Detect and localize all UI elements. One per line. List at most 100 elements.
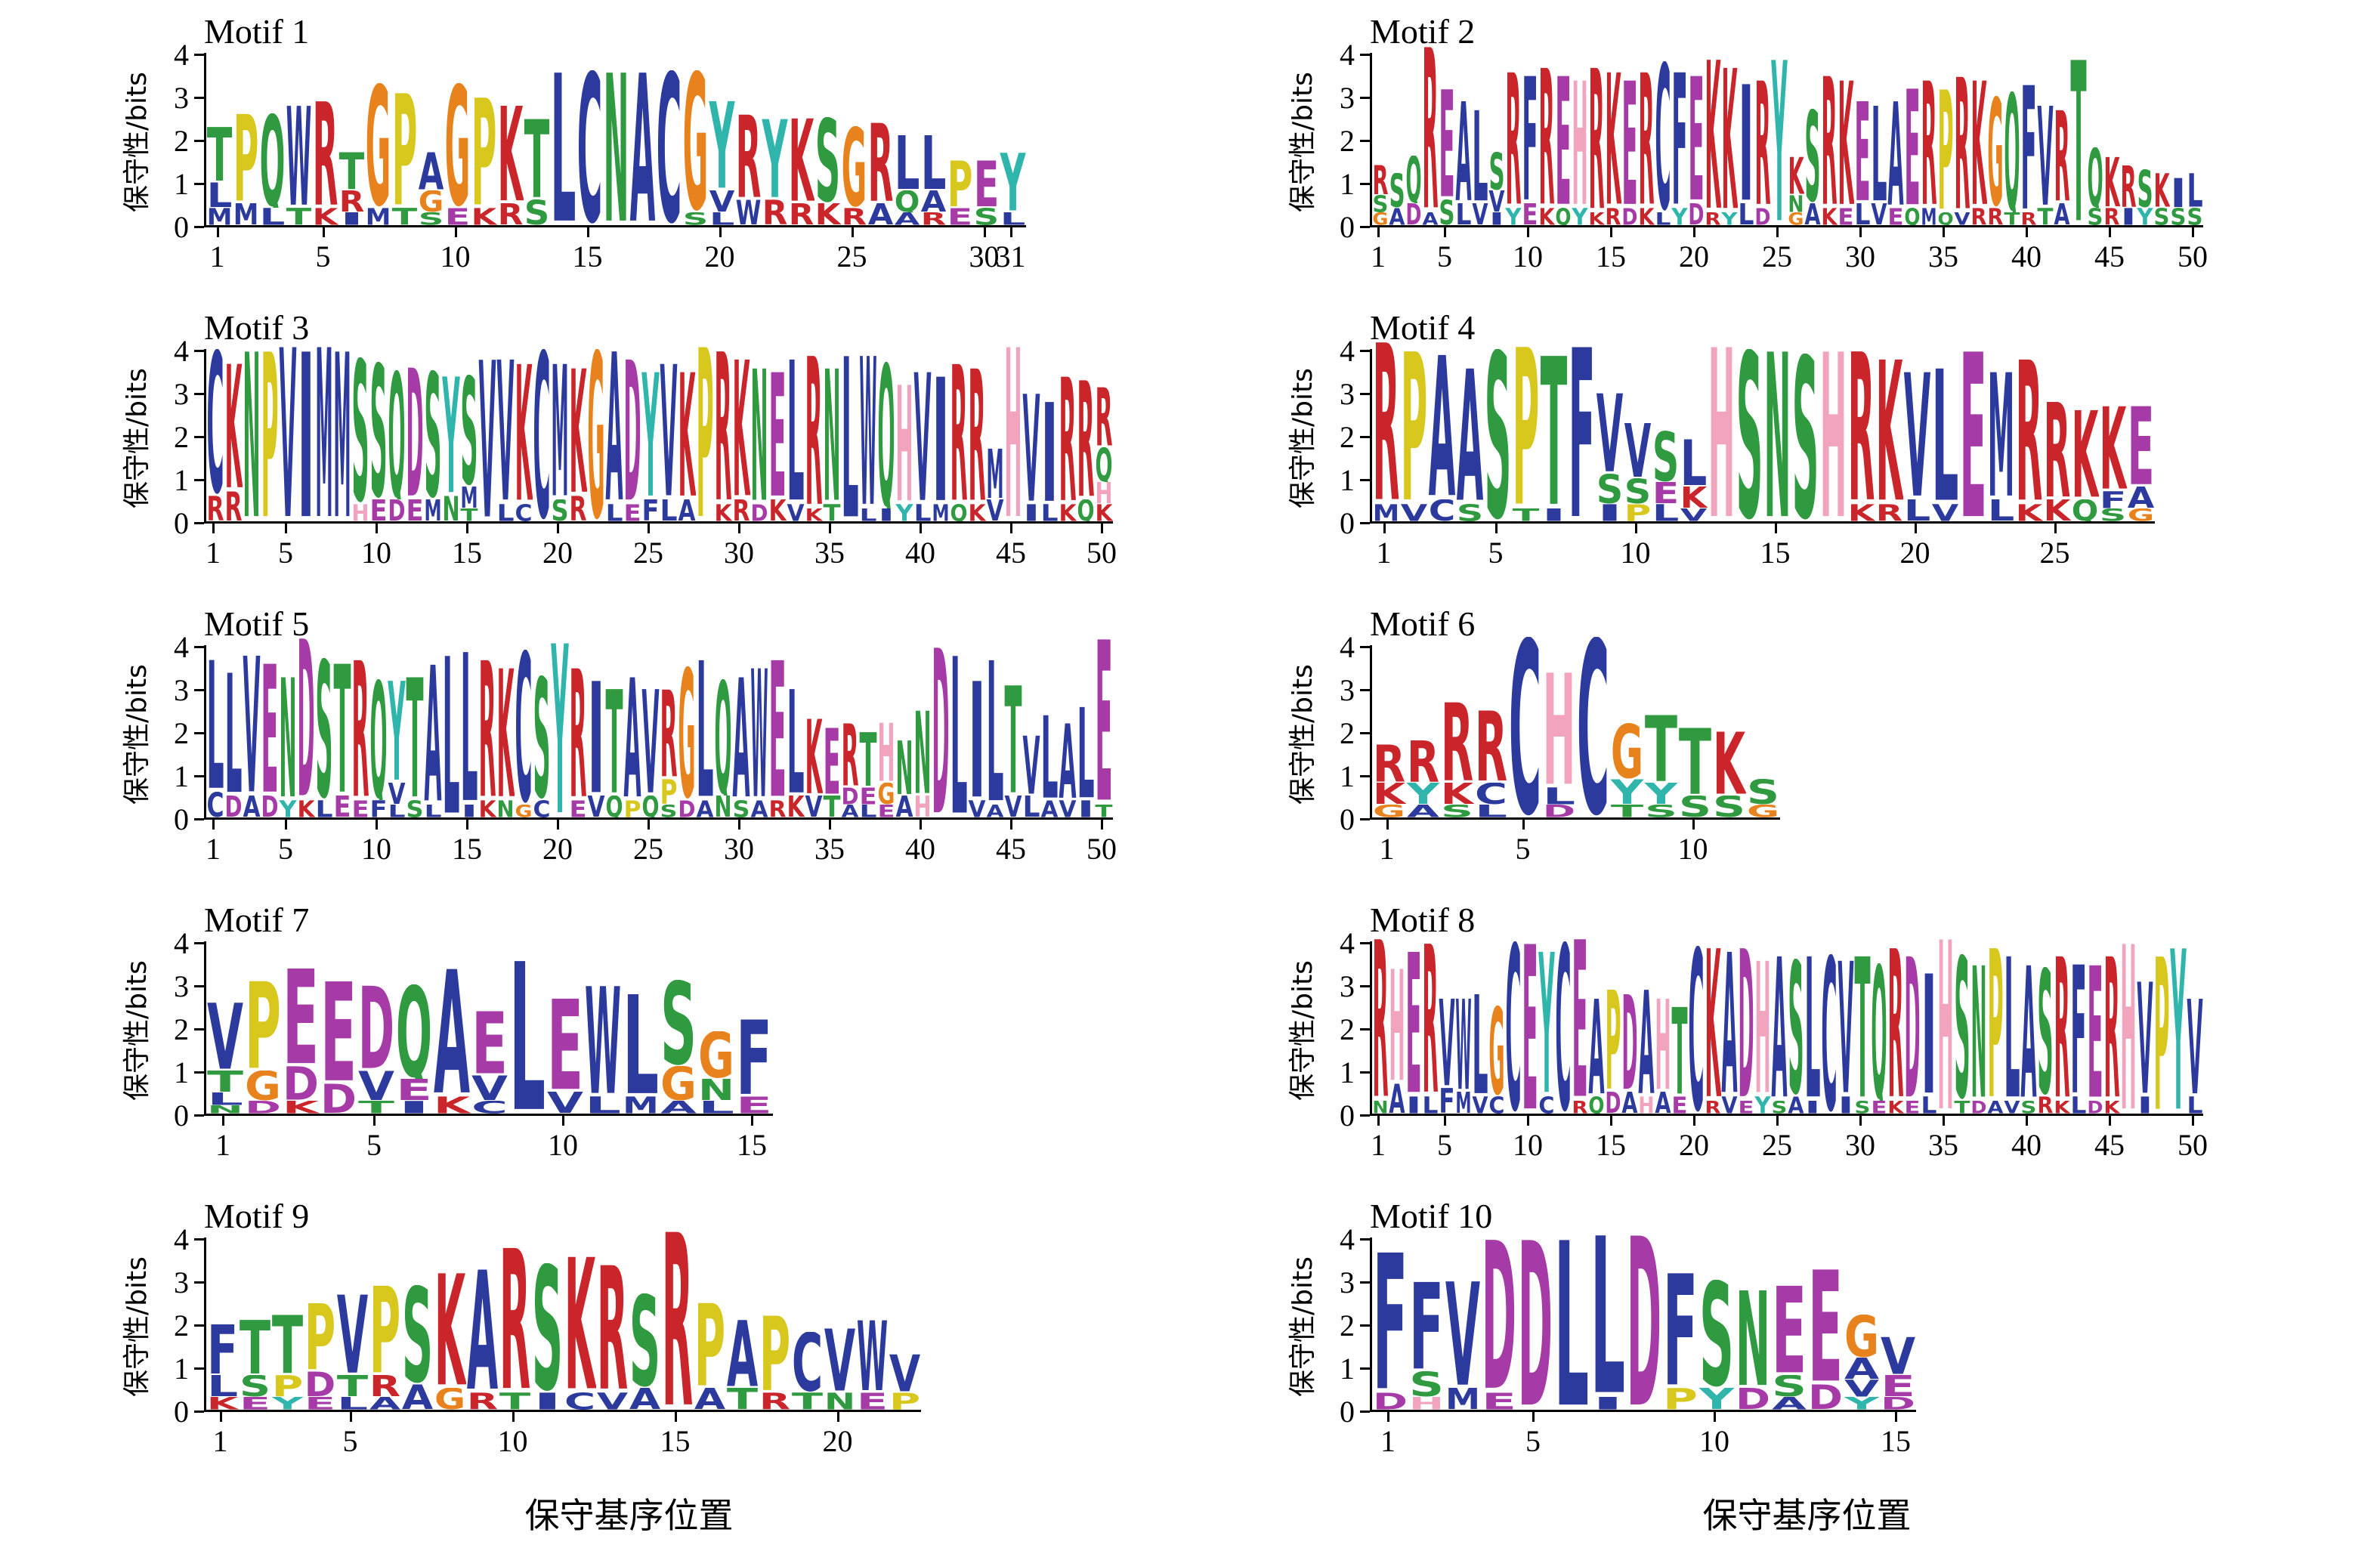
logo-letter-N: N (496, 800, 514, 817)
logo-letter-V: V (388, 783, 405, 805)
logo-letter-V: V (787, 504, 804, 521)
svg-text:E: E (768, 658, 786, 800)
svg-text:M: M (207, 208, 233, 225)
svg-text:P: P (261, 349, 278, 521)
logo-letter-Q: Q (260, 113, 286, 208)
svg-text:L: L (1472, 109, 1488, 203)
svg-text:E: E (1887, 208, 1903, 225)
logo-letter-F: F (1439, 1088, 1454, 1114)
x-tick-mark (212, 820, 215, 830)
svg-text:K: K (1588, 212, 1605, 225)
svg-text:I: I (587, 679, 604, 796)
logo-letter-A: A (694, 1388, 725, 1410)
logo-letter-H: H (895, 383, 913, 504)
svg-text:E: E (2087, 963, 2103, 1101)
svg-text:Y: Y (1754, 1096, 1771, 1114)
svg-text:A: A (1588, 997, 1604, 1096)
logo-letter-S: S (1645, 805, 1677, 817)
svg-text:L: L (1475, 805, 1507, 817)
y-tick-mark (194, 1028, 204, 1030)
svg-text:E: E (471, 1010, 508, 1075)
logo-letter-Q: Q (1405, 156, 1421, 203)
svg-text:S: S (1624, 478, 1652, 504)
x-tick-label: 20 (704, 239, 735, 273)
svg-text:H: H (913, 796, 931, 817)
logo-stack: H (1819, 349, 1847, 521)
svg-text:A: A (2054, 203, 2069, 225)
svg-text:E: E (736, 1096, 772, 1114)
svg-text:S: S (533, 675, 550, 800)
svg-text:F: F (2100, 491, 2127, 508)
logo-letter-F: F (1671, 70, 1687, 208)
logo-letter-P: P (1663, 1388, 1698, 1410)
svg-text:C: C (206, 349, 224, 496)
y-tick-mark (1360, 97, 1370, 99)
logo-letter-S: S (1736, 349, 1763, 521)
logo-letter-L: L (1804, 954, 1820, 1101)
x-tick-label: 20 (1679, 1128, 1709, 1162)
logo-letter-R: R (968, 366, 985, 504)
logo-letter-S: S (1457, 504, 1484, 521)
logo-letter-L: L (551, 70, 576, 225)
svg-text:T: T (499, 1392, 531, 1410)
svg-text:G: G (1373, 805, 1405, 817)
svg-text:S: S (419, 212, 444, 225)
logo-letter-H: H (877, 722, 895, 783)
logo-letter-R: R (2103, 954, 2119, 1101)
logo-letter-M: M (233, 203, 259, 225)
x-tick-mark (851, 227, 854, 237)
x-tick-label: 5 (1525, 1424, 1541, 1458)
svg-text:A: A (1788, 1096, 1804, 1114)
logo-letter-E: E (406, 499, 423, 521)
svg-text:V: V (1022, 392, 1040, 504)
motif-panel-4: Motif 4 保守性/bits 0 1 2 3 4 R M P V A C A S S P T T I F V S I V S P… (1279, 304, 2380, 600)
svg-text:S: S (629, 1293, 660, 1388)
svg-text:A: A (1638, 988, 1654, 1096)
motif-panel-10: Motif 10 保守性/bits 0 1 2 3 4 F D F S H V M D E D L L I D F P S Y N… (1279, 1192, 2380, 1488)
logo-letter-V: V (986, 499, 1003, 521)
logo-stack: C (1576, 637, 1610, 817)
svg-text:T: T (1513, 508, 1540, 521)
logo-letter-A: A (696, 800, 713, 817)
logo-letter-D: D (358, 984, 394, 1071)
logo-letter-T: T (524, 118, 550, 199)
svg-text:S: S (1736, 349, 1763, 521)
x-axis: 1 5 10 15 20 25 30 35 40 45 50 (204, 820, 1117, 867)
svg-text:L: L (206, 658, 224, 792)
logo-letter-K: K (224, 362, 243, 491)
svg-text:C: C (1688, 946, 1704, 1114)
svg-text:I: I (2170, 178, 2186, 208)
x-tick-mark (562, 1116, 564, 1126)
x-tick-mark (1943, 227, 1945, 237)
logo-letter-H: H (913, 796, 931, 817)
svg-text:V: V (1881, 1336, 1915, 1375)
logo-letter-L: L (1475, 805, 1507, 817)
logo-letter-R: R (768, 800, 786, 817)
logo-letter-S: S (1772, 1375, 1807, 1397)
svg-text:S: S (1792, 354, 1819, 521)
logo-letter-Q: Q (950, 504, 967, 521)
